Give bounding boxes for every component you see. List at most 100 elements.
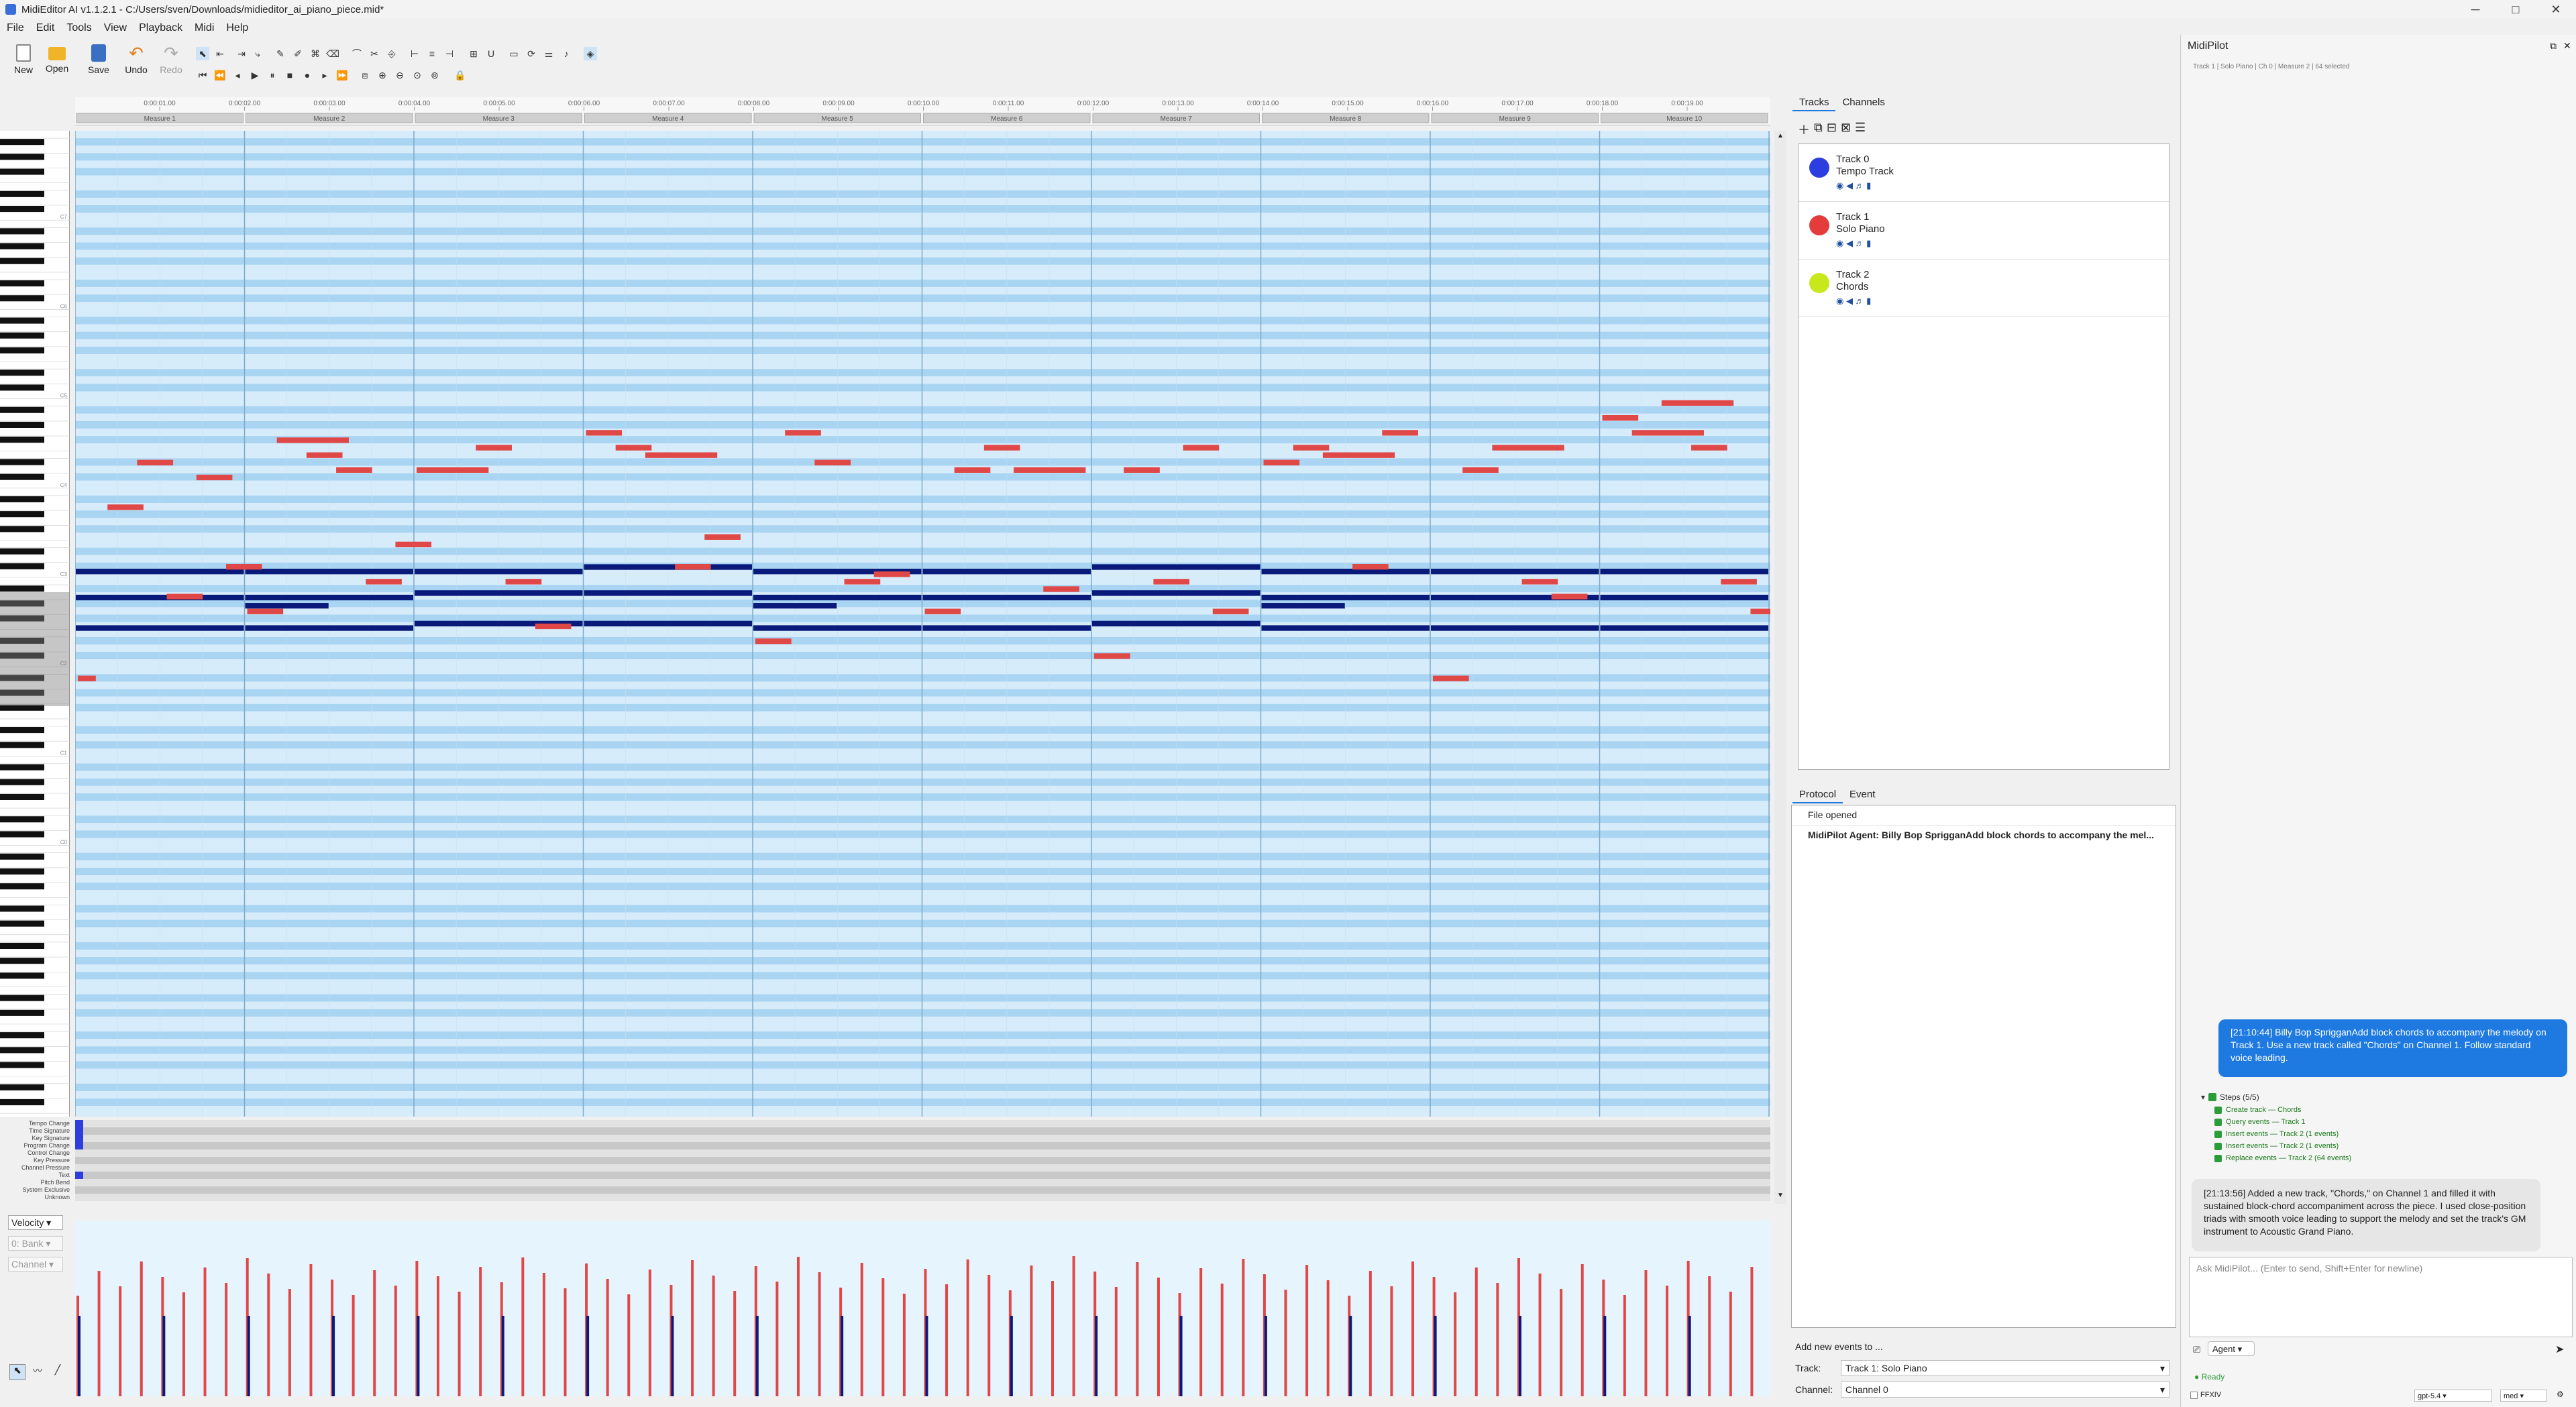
ffxiv-toggle[interactable]: FFXIV <box>2190 1391 2221 1399</box>
event-channel-select[interactable]: Channel 0 ▾ <box>1841 1382 2169 1398</box>
track-controls-icon[interactable]: ◉ ◀ ♬ ▮ <box>1836 296 1872 306</box>
track-item-1[interactable]: Track 1 Solo Piano ◉ ◀ ♬ ▮ <box>1799 202 2169 260</box>
model-select[interactable]: gpt-5.4 ▾ <box>2414 1390 2492 1402</box>
scissors-icon[interactable]: ✂ <box>370 48 378 59</box>
menu-tools[interactable]: Tools <box>66 22 92 34</box>
track-controls-icon[interactable]: ◉ ◀ ♬ ▮ <box>1836 238 1872 248</box>
goto-start-icon[interactable]: ⏮ <box>198 70 207 80</box>
track-controls-icon[interactable]: ◉ ◀ ♬ ▮ <box>1836 180 1872 190</box>
freehand-icon[interactable]: 〰 <box>33 1365 42 1376</box>
settings-icon[interactable]: ⚙ <box>2557 1390 2564 1399</box>
remove-track-icon[interactable]: ⊠ <box>1840 121 1851 134</box>
thru-icon[interactable]: ⟳ <box>527 48 535 59</box>
align-center-icon[interactable]: ≡ <box>429 48 435 59</box>
redo-button[interactable]: ↷ Redo <box>152 40 191 75</box>
quantize-icon[interactable]: ⊞ <box>470 48 478 59</box>
select-tool-icon[interactable]: ⬉ <box>196 47 209 60</box>
pilot-input[interactable]: Ask MidiPilot... (Enter to send, Shift+E… <box>2189 1257 2573 1337</box>
undo-button[interactable]: ↶ Undo <box>117 40 156 75</box>
eraser-icon[interactable]: ⌫ <box>326 48 339 59</box>
channel-select[interactable]: Channel ▾ <box>8 1257 63 1272</box>
track-select[interactable]: Track 1: Solo Piano ▾ <box>1841 1360 2169 1376</box>
tab-event[interactable]: Event <box>1849 789 1876 800</box>
select-left-icon[interactable]: ⇤ <box>216 48 224 59</box>
effort-select[interactable]: med ▾ <box>2500 1390 2547 1402</box>
prev-measure-icon[interactable]: ⏪ <box>214 70 226 80</box>
note-grid[interactable] <box>75 131 1770 1117</box>
menu-help[interactable]: Help <box>226 22 249 34</box>
brush-icon[interactable]: ✐ <box>294 48 302 59</box>
steps-header[interactable]: ▾ Steps (5/5) <box>2201 1092 2259 1102</box>
select-right-icon[interactable]: ⇥ <box>237 48 246 59</box>
scroll-up-icon[interactable]: ▲ <box>1777 132 1784 139</box>
protocol-item[interactable]: File opened <box>1792 805 2176 826</box>
tab-tracks[interactable]: Tracks <box>1792 97 1836 111</box>
measure-icon[interactable]: ⌒ <box>352 48 362 59</box>
align-left-icon[interactable]: ⊢ <box>410 48 419 59</box>
copy-track-icon[interactable]: ⧉ <box>1814 121 1823 134</box>
forward-icon[interactable]: ▸ <box>322 70 327 80</box>
lock-icon[interactable]: ⧈ <box>362 70 368 80</box>
black-key <box>0 154 44 160</box>
menu-playback[interactable]: Playback <box>139 22 183 34</box>
menu-midi[interactable]: Midi <box>195 22 215 34</box>
misc-event-rows[interactable] <box>75 1120 1770 1204</box>
tab-protocol[interactable]: Protocol <box>1792 789 1843 803</box>
metronome-icon[interactable]: ▭ <box>509 48 519 59</box>
undock-icon[interactable]: ⧉ <box>2550 40 2557 51</box>
save-button[interactable]: Save <box>79 40 118 75</box>
pilot-icon[interactable]: ◈ <box>584 47 597 60</box>
piano-icon[interactable]: ♪ <box>564 48 569 59</box>
send-button[interactable]: ➤ <box>2555 1344 2565 1355</box>
protocol-item[interactable]: MidiPilot Agent: Billy Bop SprigganAdd b… <box>1808 830 2154 840</box>
piano-keyboard[interactable]: C7 C6 C5 C4 C3 C2 C1 C0 <box>0 131 70 1121</box>
back-icon[interactable]: ◂ <box>235 70 240 80</box>
tab-channels[interactable]: Channels <box>1842 97 1885 108</box>
add-track-icon[interactable]: ＋ <box>1798 123 1810 137</box>
zoom-out-icon[interactable]: ⊖ <box>396 70 404 80</box>
glue-icon[interactable]: ⌘ <box>311 48 320 59</box>
open-button[interactable]: Open <box>38 40 76 74</box>
zoom-h-icon[interactable]: ⊙ <box>413 70 421 80</box>
checkbox[interactable] <box>2190 1391 2198 1399</box>
protocol-list[interactable]: File opened MidiPilot Agent: Billy Bop S… <box>1791 805 2176 1328</box>
step-text: Insert events — Track 2 (1 events) <box>2226 1142 2339 1150</box>
bank-select[interactable]: 0: Bank ▾ <box>8 1236 63 1251</box>
mode-select[interactable]: Agent ▾ <box>2208 1341 2255 1356</box>
menu-file[interactable]: File <box>7 22 24 34</box>
menu-edit[interactable]: Edit <box>36 22 55 34</box>
pencil-icon[interactable]: ✎ <box>276 48 284 59</box>
stamp-icon[interactable]: ⎆ <box>388 48 396 59</box>
pilot-close-icon[interactable]: ✕ <box>2563 40 2571 51</box>
velocity-select[interactable]: Velocity ▾ <box>8 1215 63 1230</box>
scroll-down-icon[interactable]: ▼ <box>1777 1192 1784 1199</box>
move-icon[interactable]: ⤷ <box>255 48 260 59</box>
pause-icon[interactable]: ⏸ <box>270 70 275 80</box>
track-item-0[interactable]: Track 0 Tempo Track ◉ ◀ ♬ ▮ <box>1799 144 2169 202</box>
magnet-icon[interactable]: U <box>487 48 495 59</box>
velocity-lane[interactable] <box>75 1221 1770 1396</box>
merge-track-icon[interactable]: ⊟ <box>1826 121 1837 134</box>
track-list-icon[interactable]: ☰ <box>1855 121 1866 134</box>
mixer-icon[interactable]: ⚌ <box>544 48 553 59</box>
play-icon[interactable]: ▶ <box>251 70 259 80</box>
select-velocity-icon[interactable]: ⬉ <box>9 1364 25 1380</box>
grid-row <box>75 1068 1770 1076</box>
record-icon[interactable]: ● <box>304 70 311 80</box>
maximize-button[interactable]: □ <box>2512 3 2520 16</box>
close-button[interactable]: ✕ <box>2551 3 2561 16</box>
line-tool-icon[interactable]: ╱ <box>54 1364 61 1375</box>
timeline-ruler[interactable]: 0:00:01.00 0:00:02.00 0:00:03.00 0:00:04.00… <box>75 97 1770 125</box>
padlock-icon[interactable]: 🔒 <box>454 70 466 80</box>
menu-view[interactable]: View <box>103 22 127 34</box>
zoom-in-icon[interactable]: ⊕ <box>378 70 386 80</box>
stop-icon[interactable]: ■ <box>286 70 293 80</box>
track-item-2[interactable]: Track 2 Chords ◉ ◀ ♬ ▮ <box>1799 260 2169 317</box>
next-measure-icon[interactable]: ⏩ <box>336 70 348 80</box>
zoom-v-icon[interactable]: ⊚ <box>431 70 439 80</box>
vertical-scrollbar[interactable]: ▲ ▼ <box>1774 131 1786 1204</box>
new-button[interactable]: New <box>4 40 43 75</box>
track-list[interactable]: Track 0 Tempo Track ◉ ◀ ♬ ▮ Track 1 Solo… <box>1798 144 2169 770</box>
align-right-icon[interactable]: ⊣ <box>445 48 454 59</box>
minimize-button[interactable]: ─ <box>2471 3 2480 16</box>
